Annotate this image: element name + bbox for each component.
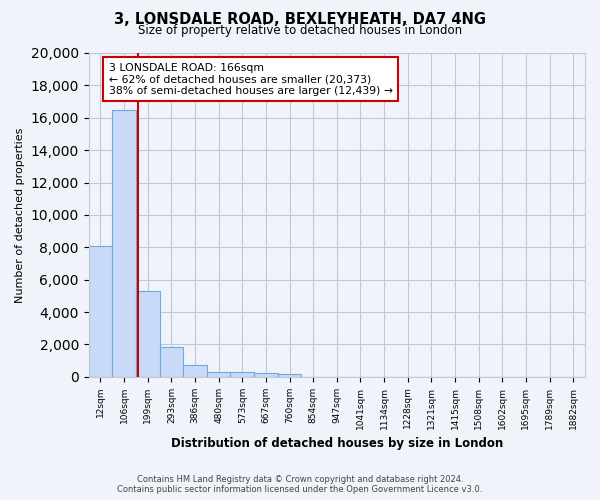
Bar — [89, 246, 112, 377]
Bar — [207, 372, 230, 377]
Text: Contains HM Land Registry data © Crown copyright and database right 2024.
Contai: Contains HM Land Registry data © Crown c… — [118, 474, 482, 494]
Bar — [278, 374, 301, 377]
Bar — [136, 291, 160, 377]
Y-axis label: Number of detached properties: Number of detached properties — [15, 127, 25, 302]
X-axis label: Distribution of detached houses by size in London: Distribution of detached houses by size … — [171, 437, 503, 450]
Bar — [230, 372, 254, 377]
Text: Size of property relative to detached houses in London: Size of property relative to detached ho… — [138, 24, 462, 37]
Text: 3, LONSDALE ROAD, BEXLEYHEATH, DA7 4NG: 3, LONSDALE ROAD, BEXLEYHEATH, DA7 4NG — [114, 12, 486, 28]
Bar — [112, 110, 136, 377]
Bar — [183, 364, 207, 377]
Text: 3 LONSDALE ROAD: 166sqm
← 62% of detached houses are smaller (20,373)
38% of sem: 3 LONSDALE ROAD: 166sqm ← 62% of detache… — [109, 62, 392, 96]
Bar — [254, 374, 278, 377]
Bar — [160, 347, 183, 377]
